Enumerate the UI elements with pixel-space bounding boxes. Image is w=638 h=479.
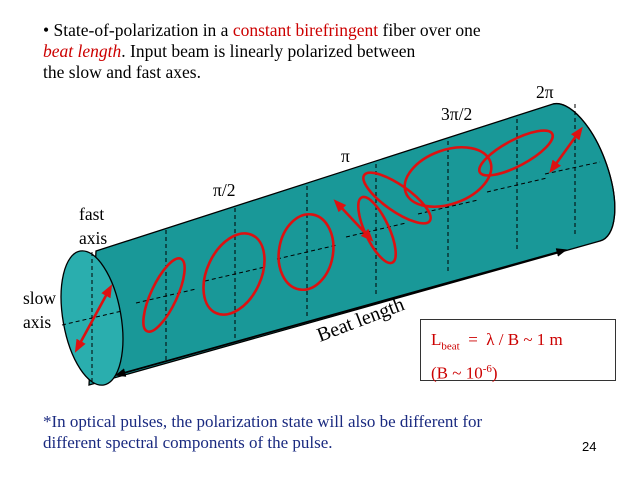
phase-label-pi: π [341,146,350,166]
phase-label-pi-half: π/2 [213,180,236,200]
bullet-text: • State-of-polarization in a constant bi… [43,20,623,83]
bullet-line3: the slow and fast axes. [43,62,201,82]
formula-line-2: (B ~ 10-6) [431,363,498,384]
slow-label: slow [23,288,57,308]
footnote-line-1: *In optical pulses, the polarization sta… [43,412,483,431]
beat-length-formula-box: Lbeat = λ / B ~ 1 m (B ~ 10-6) [420,319,616,383]
phase-label-two-pi: 2π [536,82,554,102]
bullet-part1: State-of-polarization in a [53,20,233,40]
bullet-part2: fiber over one [378,20,481,40]
bullet-marker: • [43,20,50,40]
beat-length-arrow [114,248,568,377]
fast-label: fast [79,204,105,224]
fiber-far-end [552,102,616,242]
bullet-highlight-birefringent: constant birefringent [232,20,379,40]
bullet-part3: . Input beam is linearly polarized betwe… [121,41,416,61]
phase-label-three-pi-half: 3π/2 [441,104,473,124]
bullet-highlight-beat-length: beat length [43,41,122,61]
page-number: 24 [582,439,597,454]
footnote-line-2: different spectral components of the pul… [43,433,333,452]
linear-polarization-pi [333,199,374,242]
slow-axis-label: axis [23,312,52,332]
footnote: *In optical pulses, the polarization sta… [43,411,623,453]
formula-line-1: Lbeat = λ / B ~ 1 m [431,330,563,353]
linear-polarization-input [74,284,113,353]
linear-polarization-output [549,126,583,174]
polarization-ellipse-5 [403,146,493,208]
fast-axis-label: axis [79,228,108,248]
